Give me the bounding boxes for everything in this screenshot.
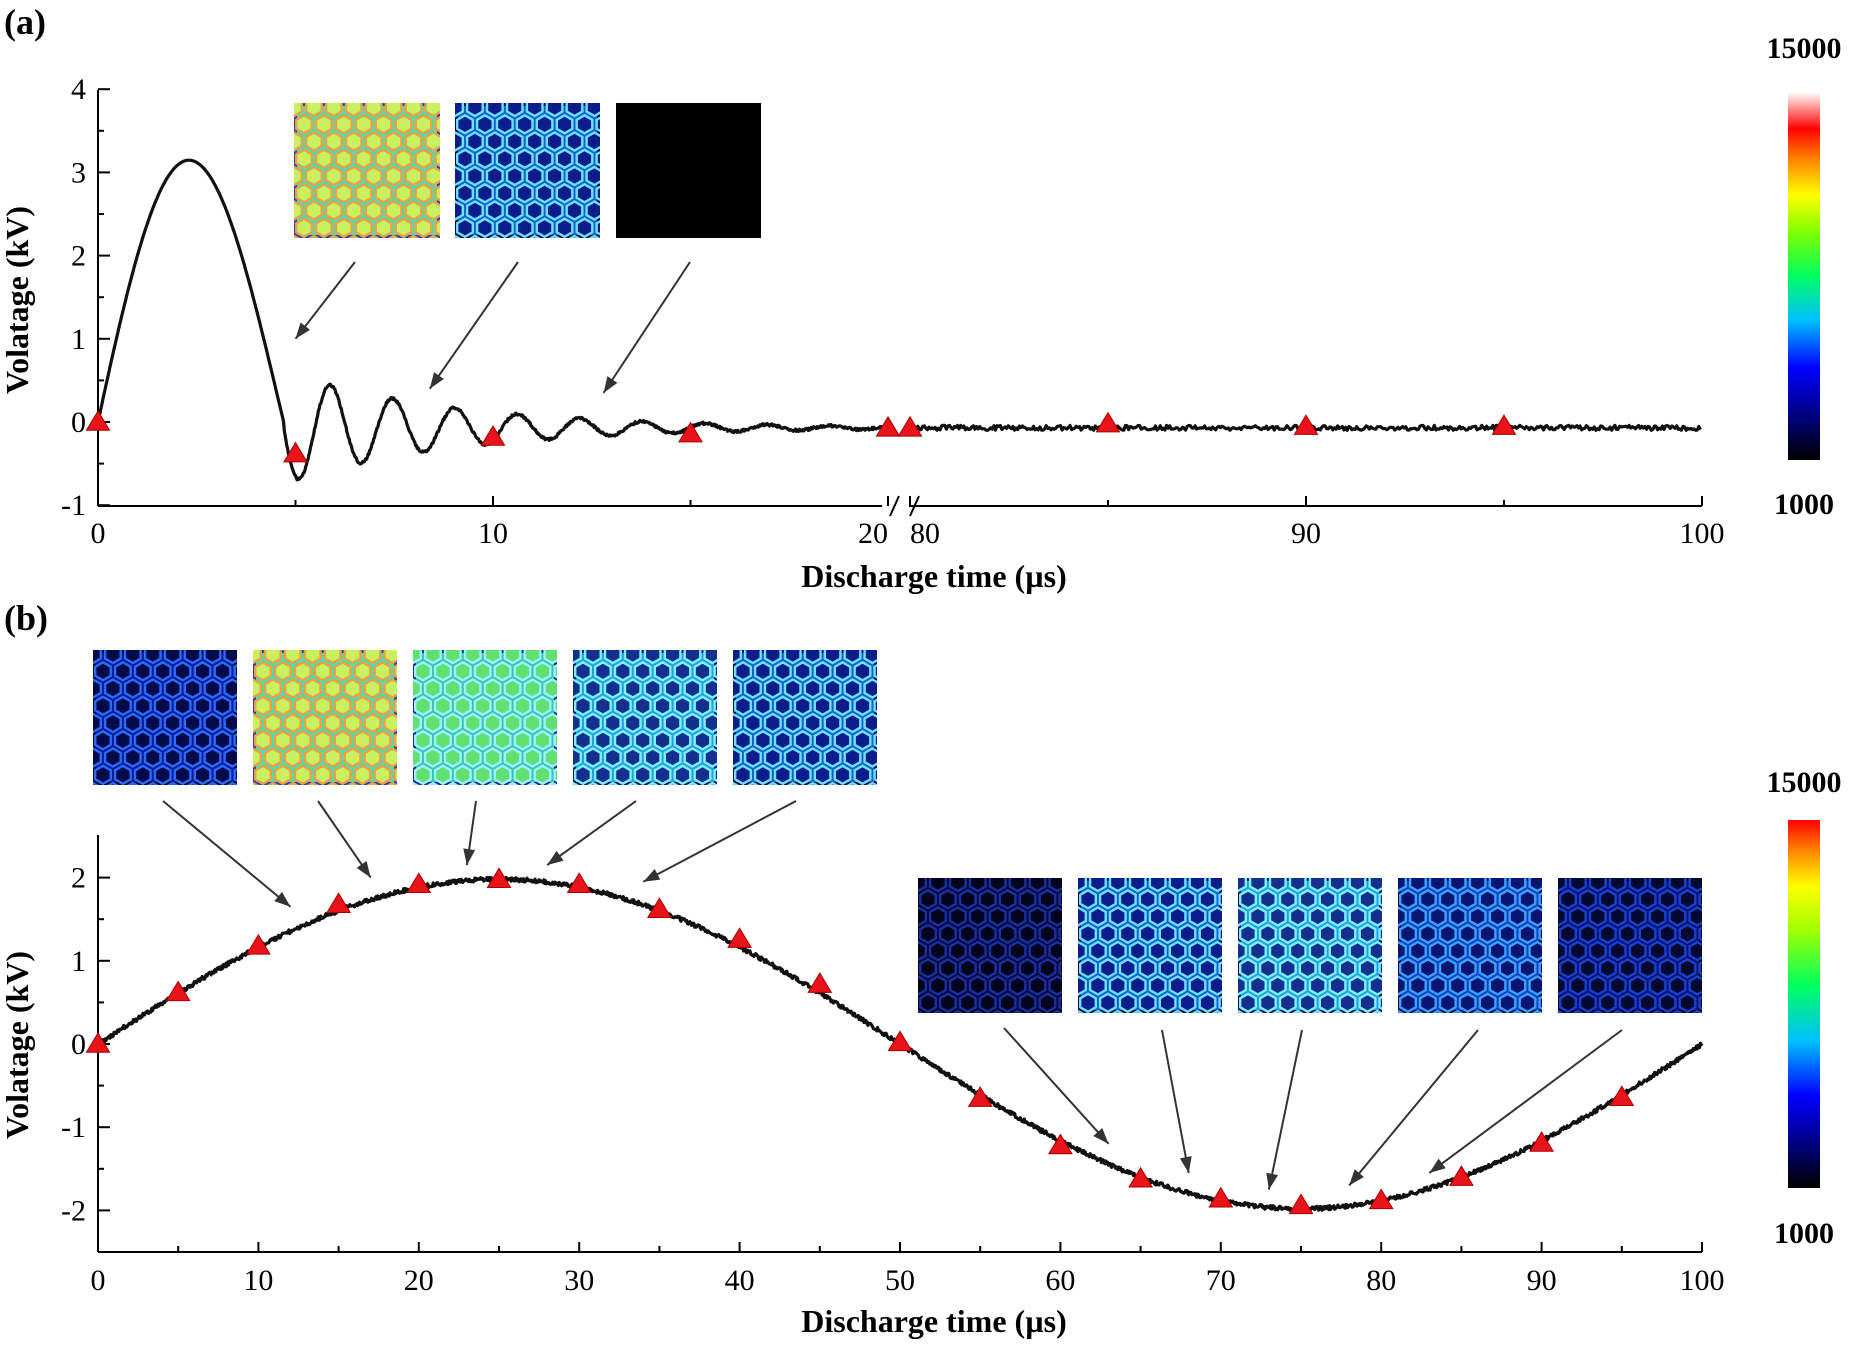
chart-a-arrow-0 xyxy=(296,262,356,339)
chart-b-xtick-label: 50 xyxy=(885,1264,915,1297)
chart-b-xtick-label: 20 xyxy=(404,1264,434,1297)
chart-b-arrow-bottom-2 xyxy=(1266,1030,1302,1190)
chart-a-xtick-label: 100 xyxy=(1680,517,1725,550)
chart-b-ytick-label: 0 xyxy=(71,1028,86,1061)
chart-a-marker-7 xyxy=(1294,415,1317,434)
inset-image-frame-b3 xyxy=(385,628,580,801)
chart-b-xtick-label: 0 xyxy=(91,1264,106,1297)
chart-a-ytick-label: 0 xyxy=(71,406,86,439)
inset-image-frame-b1 xyxy=(65,628,260,801)
colorbar-a-gradient xyxy=(1788,92,1820,460)
chart-b-xtick-label: 60 xyxy=(1045,1264,1075,1297)
chart-a-xtick-label: 80 xyxy=(910,517,940,550)
chart-b-ylabel: Volatage (kV) xyxy=(0,951,35,1139)
chart-b-xtick-label: 30 xyxy=(564,1264,594,1297)
chart-a-markers xyxy=(86,411,1515,462)
chart-b-xtick-label: 10 xyxy=(243,1264,273,1297)
chart-b-arrow-bottom-0 xyxy=(1004,1028,1109,1144)
chart-b-arrow-top-1 xyxy=(318,801,371,878)
chart-a-ytick-label: -1 xyxy=(61,489,86,522)
chart-a-xtick-label: 0 xyxy=(91,517,106,550)
chart-b-ytick-label: 2 xyxy=(71,862,86,895)
colorbar-a-max: 15000 xyxy=(1767,32,1842,65)
chart-b-marker-3 xyxy=(327,893,350,912)
inset-image-frame-10us xyxy=(427,81,622,254)
colorbar-b-gradient xyxy=(1788,820,1820,1188)
chart-b-xtick-label: 40 xyxy=(725,1264,755,1297)
chart-a-axis-break-1 xyxy=(890,496,899,516)
colorbar-b-min: 1000 xyxy=(1774,1217,1834,1250)
inset-image-frame-b10 xyxy=(1530,856,1725,1029)
colorbar-a-min: 1000 xyxy=(1774,488,1834,521)
chart-a-xlabel: Discharge time (µs) xyxy=(801,558,1066,594)
chart-b-ytick-label: -2 xyxy=(61,1194,86,1227)
chart-b-xtick-label: 90 xyxy=(1527,1264,1557,1297)
chart-b-arrow-top-4 xyxy=(643,801,796,882)
chart-b-arrow-bottom-4 xyxy=(1429,1030,1622,1173)
inset-frame-frame-15us xyxy=(616,103,761,238)
chart-a-ytick-label: 4 xyxy=(71,73,86,106)
chart-b-ytick-label: -1 xyxy=(61,1111,86,1144)
chart-b-xtick-label: 80 xyxy=(1366,1264,1396,1297)
inset-image-frame-b4 xyxy=(545,628,740,801)
chart-b-ytick-label: 1 xyxy=(71,945,86,978)
chart-b-marker-13 xyxy=(1129,1168,1152,1187)
chart-a-ytick-label: 2 xyxy=(71,240,86,273)
chart-b-arrow-bottom-3 xyxy=(1349,1030,1478,1185)
chart-a-arrow-1 xyxy=(430,262,518,389)
inset-image-frame-b8 xyxy=(1210,856,1405,1029)
chart-a-marker-6 xyxy=(1096,413,1119,432)
chart-a-arrow-2 xyxy=(604,262,690,393)
chart-b-xtick-label: 70 xyxy=(1206,1264,1236,1297)
chart-a-ytick-label: 3 xyxy=(71,156,86,189)
chart-a-ytick-label: 1 xyxy=(71,323,86,356)
panel-b-label: (b) xyxy=(4,598,48,638)
chart-b-marker-0 xyxy=(86,1033,109,1052)
inset-image-frame-b2 xyxy=(225,628,420,801)
inset-image-frame-5us xyxy=(266,81,461,254)
chart-b-arrow-top-0 xyxy=(163,801,290,907)
inset-image-frame-15us xyxy=(616,103,761,238)
chart-b-arrow-bottom-1 xyxy=(1162,1030,1192,1173)
chart-b: -2-10120 10 20 30 40 50 60 70 80 90 100 Discharge … xyxy=(0,628,1725,1339)
chart-b-arrow-top-3 xyxy=(547,801,636,865)
chart-a-marker-0 xyxy=(86,411,109,430)
chart-a-xtick-label: 10 xyxy=(478,517,508,550)
chart-a-insets xyxy=(266,81,761,393)
colorbar-a: 15000 1000 xyxy=(1767,32,1842,521)
chart-b-insets xyxy=(65,628,1725,1190)
inset-image-frame-b7 xyxy=(1050,856,1245,1029)
chart-b-marker-10 xyxy=(888,1031,911,1050)
chart-a-xtick-label: 90 xyxy=(1291,517,1321,550)
chart-b-xtick-label: 100 xyxy=(1680,1264,1725,1297)
inset-image-frame-b5 xyxy=(705,628,900,801)
inset-image-frame-b6 xyxy=(890,856,1085,1029)
chart-a: -1012340 10 20 80 90 100 Discharge time (µs) … xyxy=(0,73,1725,594)
chart-b-xlabel: Discharge time (µs) xyxy=(801,1303,1066,1339)
colorbar-b: 15000 1000 xyxy=(1767,766,1842,1250)
chart-b-marker-15 xyxy=(1289,1194,1312,1213)
inset-image-frame-b9 xyxy=(1370,856,1565,1029)
colorbar-b-max: 15000 xyxy=(1767,766,1842,799)
chart-b-arrow-top-2 xyxy=(463,801,476,865)
panel-a-label: (a) xyxy=(4,2,46,42)
chart-a-ylabel: Volatage (kV) xyxy=(0,206,35,394)
chart-b-marker-8 xyxy=(728,928,751,947)
chart-a-xtick-label: 20 xyxy=(858,517,888,550)
chart-b-marker-9 xyxy=(808,973,831,992)
